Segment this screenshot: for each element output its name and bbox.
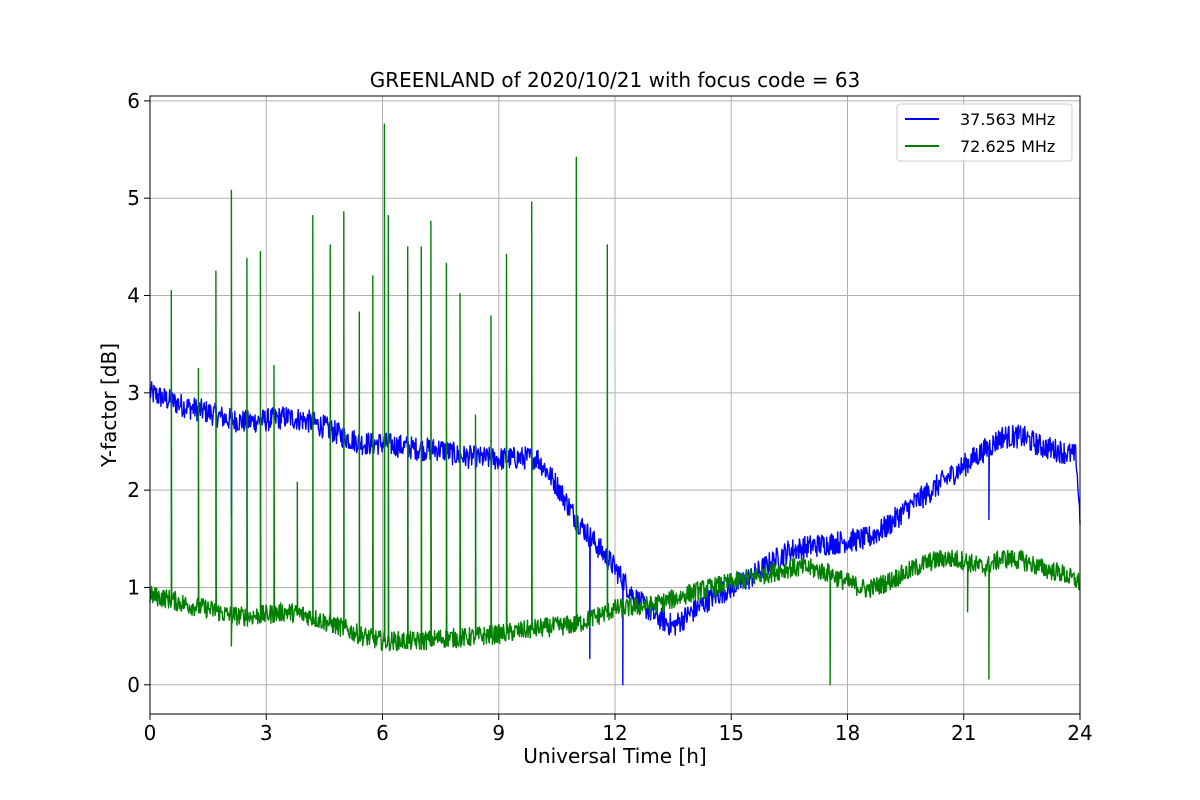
series-lines bbox=[149, 123, 1081, 686]
legend-label-37-mhz: 37.563 MHz bbox=[960, 110, 1055, 129]
x-tick-label: 18 bbox=[835, 721, 860, 745]
legend-box bbox=[896, 103, 1073, 162]
y-axis-label: Y-factor [dB] bbox=[97, 343, 121, 468]
legend-label-72-mhz: 72.625 MHz bbox=[960, 137, 1055, 156]
y-tick-label: 6 bbox=[127, 89, 140, 113]
y-tick-label: 1 bbox=[127, 575, 140, 599]
y-tick-label: 4 bbox=[127, 284, 140, 308]
x-tick-label: 21 bbox=[951, 721, 976, 745]
y-tick-label: 0 bbox=[127, 673, 140, 697]
x-tick-label: 3 bbox=[260, 721, 273, 745]
x-tick-label: 15 bbox=[719, 721, 744, 745]
x-tick-label: 6 bbox=[376, 721, 389, 745]
x-tick-label: 9 bbox=[492, 721, 505, 745]
x-tick-label: 12 bbox=[602, 721, 627, 745]
series-line-1 bbox=[149, 123, 1081, 686]
x-tick-label: 0 bbox=[144, 721, 157, 745]
y-tick-label: 2 bbox=[127, 478, 140, 502]
chart-title: GREENLAND of 2020/10/21 with focus code … bbox=[370, 68, 861, 92]
y-tick-label: 5 bbox=[127, 186, 140, 210]
series-line-0 bbox=[149, 381, 1081, 686]
y-tick-label: 3 bbox=[127, 381, 140, 405]
legend: 37.563 MHz 72.625 MHz bbox=[896, 103, 1073, 162]
x-axis-label: Universal Time [h] bbox=[523, 744, 706, 768]
x-tick-label: 24 bbox=[1067, 721, 1092, 745]
